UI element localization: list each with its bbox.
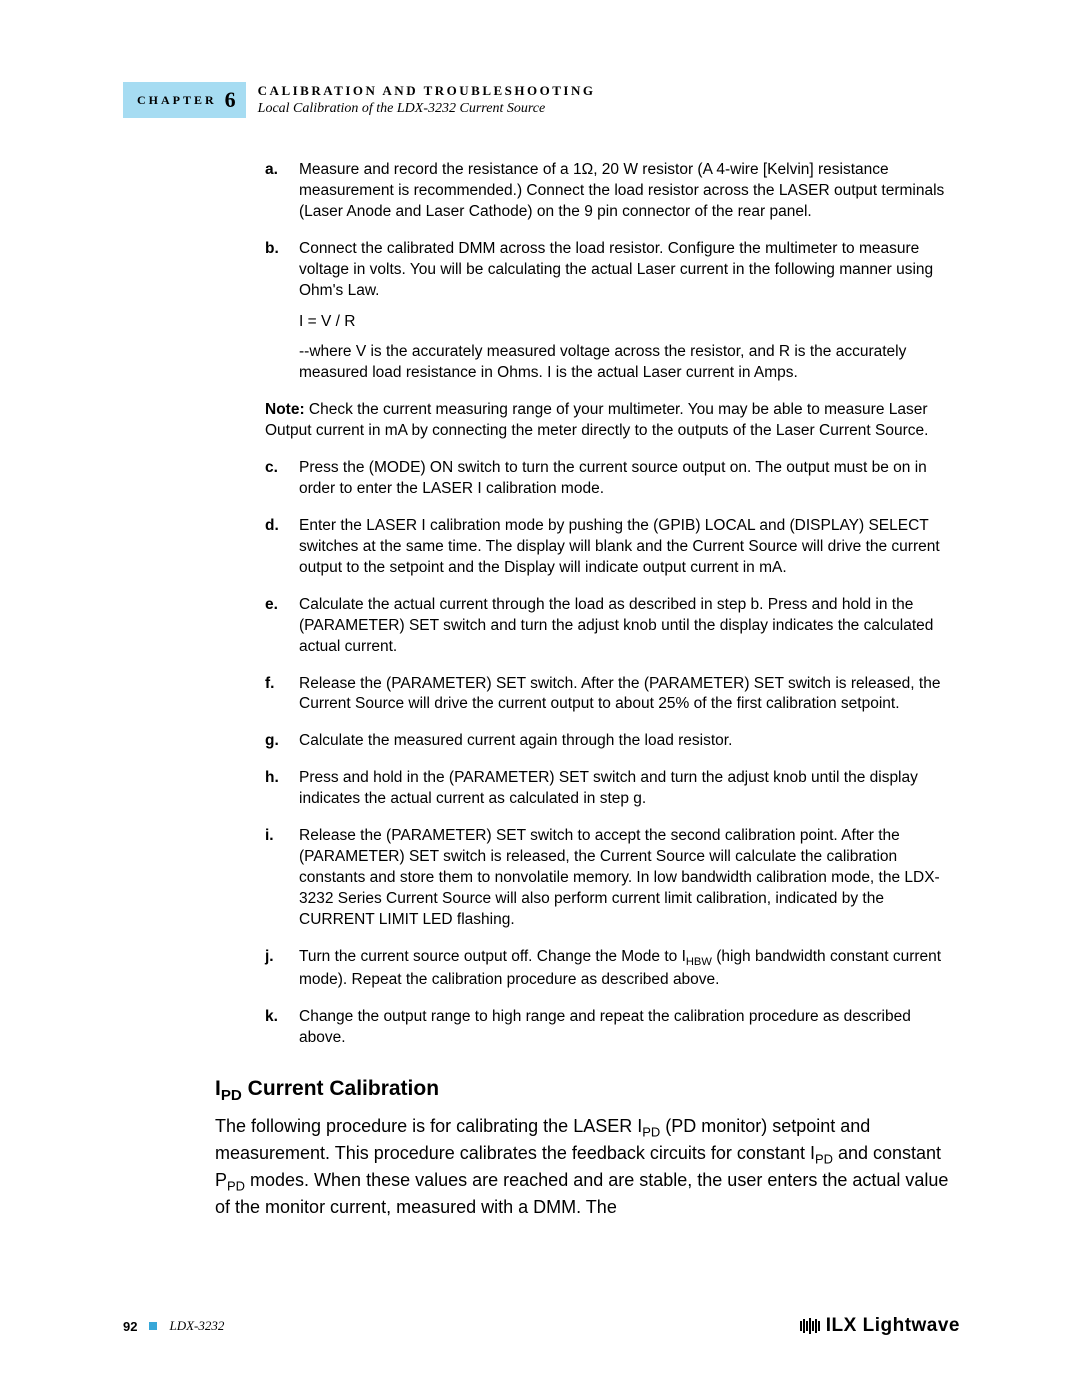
- step: b.Connect the calibrated DMM across the …: [265, 239, 955, 385]
- step-text: Change the output range to high range an…: [299, 1007, 955, 1049]
- header-subtitle: Local Calibration of the LDX-3232 Curren…: [258, 101, 596, 117]
- step-body: Calculate the actual current through the…: [299, 595, 955, 658]
- step-label: b.: [265, 239, 299, 385]
- step-label: h.: [265, 768, 299, 810]
- step-body: Release the (PARAMETER) SET switch to ac…: [299, 826, 955, 931]
- steps-group-1: a.Measure and record the resistance of a…: [265, 160, 955, 384]
- step-label: d.: [265, 516, 299, 579]
- section-paragraph: The following procedure is for calibrati…: [215, 1114, 955, 1220]
- chapter-tab: CHAPTER 6: [123, 82, 246, 118]
- step-label: k.: [265, 1007, 299, 1049]
- logo-ilx: ILX: [826, 1315, 857, 1336]
- note-text: Check the current measuring range of you…: [265, 401, 928, 439]
- step: a.Measure and record the resistance of a…: [265, 160, 955, 223]
- page: CHAPTER 6 CALIBRATION AND TROUBLESHOOTIN…: [0, 0, 1080, 1397]
- step-text: Measure and record the resistance of a 1…: [299, 160, 955, 223]
- step-label: a.: [265, 160, 299, 223]
- step-text: Calculate the measured current again thr…: [299, 731, 955, 752]
- step-label: e.: [265, 595, 299, 658]
- step-text: Press and hold in the (PARAMETER) SET sw…: [299, 768, 955, 810]
- step: f.Release the (PARAMETER) SET switch. Af…: [265, 674, 955, 716]
- step-body: Connect the calibrated DMM across the lo…: [299, 239, 955, 385]
- page-footer: 92 LDX-3232 ILX Lightwave: [123, 1315, 960, 1337]
- step-text: Release the (PARAMETER) SET switch to ac…: [299, 826, 955, 931]
- step-label: g.: [265, 731, 299, 752]
- footer-square-icon: [149, 1322, 157, 1330]
- logo-text: ILX Lightwave: [826, 1315, 960, 1337]
- footer-left: 92 LDX-3232: [123, 1318, 224, 1334]
- step-body: Measure and record the resistance of a 1…: [299, 160, 955, 223]
- footer-model: LDX-3232: [169, 1318, 224, 1334]
- step: j.Turn the current source output off. Ch…: [265, 947, 955, 991]
- step-body: Press and hold in the (PARAMETER) SET sw…: [299, 768, 955, 810]
- step-text: Calculate the actual current through the…: [299, 595, 955, 658]
- step: d.Enter the LASER I calibration mode by …: [265, 516, 955, 579]
- step-body: Calculate the measured current again thr…: [299, 731, 955, 752]
- step-body: Release the (PARAMETER) SET switch. Afte…: [299, 674, 955, 716]
- step-label: c.: [265, 458, 299, 500]
- step-text: --where V is the accurately measured vol…: [299, 342, 955, 384]
- note-label: Note:: [265, 401, 305, 418]
- step-text: Connect the calibrated DMM across the lo…: [299, 239, 955, 302]
- step-body: Enter the LASER I calibration mode by pu…: [299, 516, 955, 579]
- section-heading: IPD Current Calibration: [215, 1077, 955, 1104]
- step-label: j.: [265, 947, 299, 991]
- page-header: CHAPTER 6 CALIBRATION AND TROUBLESHOOTIN…: [123, 82, 960, 118]
- step-body: Press the (MODE) ON switch to turn the c…: [299, 458, 955, 500]
- page-number: 92: [123, 1319, 137, 1334]
- step: i.Release the (PARAMETER) SET switch to …: [265, 826, 955, 931]
- header-titles: CALIBRATION AND TROUBLESHOOTING Local Ca…: [246, 82, 596, 118]
- step-text: Turn the current source output off. Chan…: [299, 947, 955, 991]
- note: Note: Check the current measuring range …: [265, 400, 955, 442]
- step: k.Change the output range to high range …: [265, 1007, 955, 1049]
- step-body: Change the output range to high range an…: [299, 1007, 955, 1049]
- step-label: f.: [265, 674, 299, 716]
- chapter-number: 6: [225, 87, 236, 113]
- step-text: Release the (PARAMETER) SET switch. Afte…: [299, 674, 955, 716]
- content: a.Measure and record the resistance of a…: [265, 160, 955, 1219]
- step-text: I = V / R: [299, 312, 955, 333]
- logo-bars-icon: [800, 1318, 820, 1334]
- header-title: CALIBRATION AND TROUBLESHOOTING: [258, 83, 596, 99]
- step: e.Calculate the actual current through t…: [265, 595, 955, 658]
- step-body: Turn the current source output off. Chan…: [299, 947, 955, 991]
- step: h.Press and hold in the (PARAMETER) SET …: [265, 768, 955, 810]
- steps-group-2: c.Press the (MODE) ON switch to turn the…: [265, 458, 955, 1049]
- logo-lightwave: Lightwave: [863, 1315, 960, 1336]
- chapter-label: CHAPTER: [137, 93, 217, 108]
- step: g.Calculate the measured current again t…: [265, 731, 955, 752]
- footer-logo: ILX Lightwave: [800, 1315, 960, 1337]
- step: c.Press the (MODE) ON switch to turn the…: [265, 458, 955, 500]
- step-text: Enter the LASER I calibration mode by pu…: [299, 516, 955, 579]
- step-text: Press the (MODE) ON switch to turn the c…: [299, 458, 955, 500]
- step-label: i.: [265, 826, 299, 931]
